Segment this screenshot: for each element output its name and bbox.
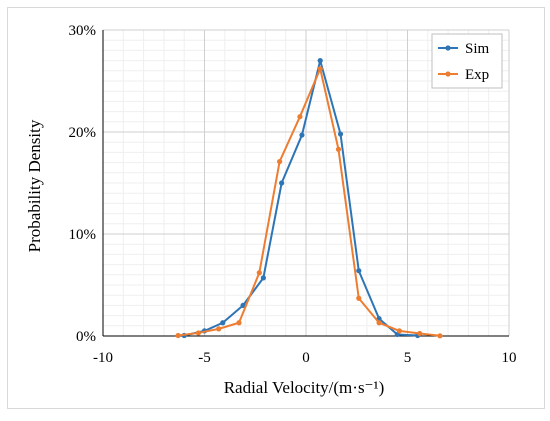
data-point-exp <box>277 158 283 165</box>
legend-marker-sim <box>445 45 451 51</box>
data-point-sim <box>220 320 226 326</box>
data-point-exp <box>356 295 362 301</box>
data-point-sim <box>317 58 323 64</box>
data-point-exp <box>236 320 242 326</box>
data-point-exp <box>417 330 423 337</box>
x-tick-label: 5 <box>404 350 412 366</box>
data-point-sim <box>279 180 285 186</box>
data-point-exp <box>175 332 181 339</box>
legend-box <box>431 33 503 89</box>
legend-marker-exp <box>445 71 451 77</box>
x-tick-label: 0 <box>302 350 310 366</box>
data-point-exp <box>437 333 443 339</box>
y-tick-label: 20% <box>69 125 97 141</box>
x-axis-title: Radial Velocity/(m·s⁻¹) <box>224 378 385 397</box>
y-tick-label: 10% <box>69 227 97 243</box>
data-point-exp <box>195 330 202 336</box>
y-tick-labels: 0% 10% 20% 30% <box>69 23 97 345</box>
data-point-exp <box>297 114 303 120</box>
data-point-exp <box>335 146 342 152</box>
major-gridlines <box>102 29 510 337</box>
x-tick-label: -10 <box>93 350 113 366</box>
data-point-sim <box>260 275 266 281</box>
legend: Sim Exp <box>431 33 503 89</box>
x-tick-labels: -10 -5 0 5 10 <box>93 350 517 366</box>
legend-label-exp: Exp <box>465 67 489 83</box>
series-layer <box>175 58 443 339</box>
data-point-sim <box>337 131 344 137</box>
x-tick-label: -5 <box>198 350 211 366</box>
data-point-sim <box>299 132 305 138</box>
data-point-sim <box>356 268 362 274</box>
data-point-exp <box>317 66 323 72</box>
data-point-exp <box>256 270 262 276</box>
y-tick-label: 30% <box>69 23 97 39</box>
y-axis-title: Probability Density <box>25 119 44 252</box>
x-tick-label: 10 <box>502 350 517 366</box>
legend-label-sim: Sim <box>465 41 490 57</box>
y-tick-label: 0% <box>76 329 96 345</box>
data-point-exp <box>396 328 402 334</box>
data-point-exp <box>376 320 382 326</box>
data-point-sim <box>240 302 246 308</box>
series-line-exp <box>177 67 441 337</box>
data-point-exp <box>216 326 222 332</box>
